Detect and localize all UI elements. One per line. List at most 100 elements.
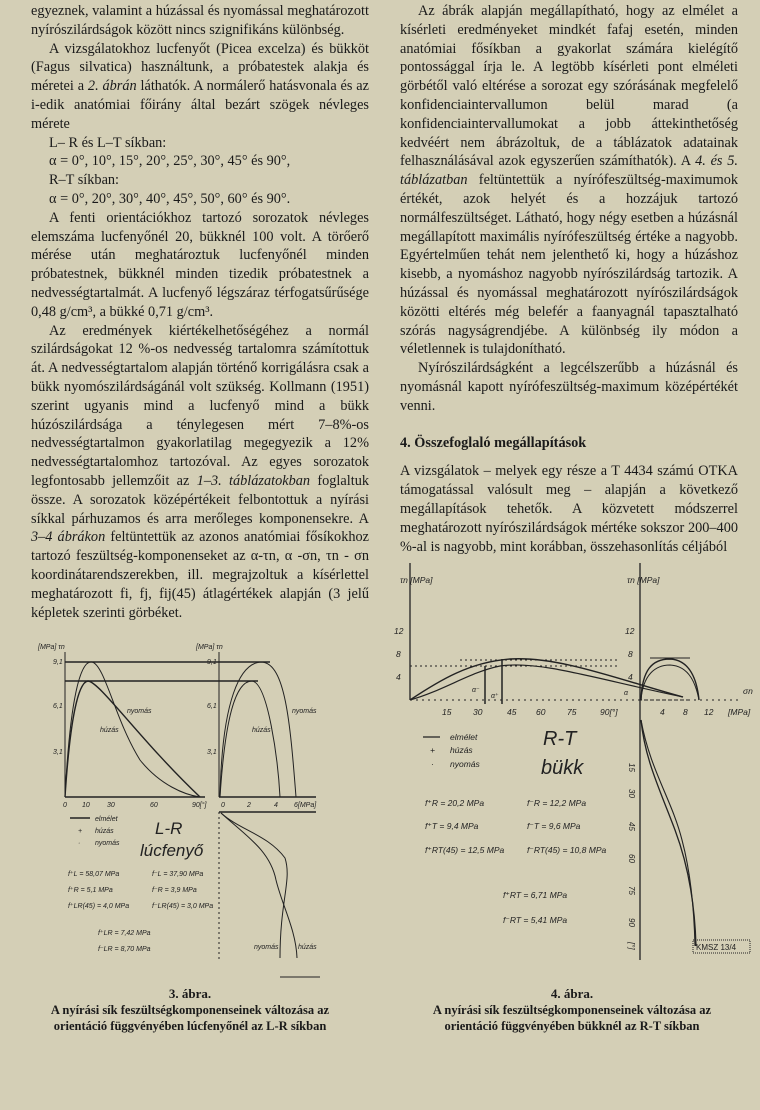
legend-item: húzás xyxy=(450,745,473,755)
value: f⁻T = 9,6 MPa xyxy=(527,821,581,831)
curve-huzas xyxy=(409,658,684,701)
paragraph: Az ábrák alapján megállapítható, hogy az… xyxy=(400,2,738,359)
lower-tick: 90 xyxy=(627,918,636,927)
legend-marker-dot: · xyxy=(431,759,434,769)
paragraph: A vizsgálatokhoz lucfenyőt (Picea excelz… xyxy=(31,40,369,134)
legend-item: nyomás xyxy=(95,840,120,847)
axis-unit: [MPa] τn xyxy=(195,644,223,651)
legend-item: elmélet xyxy=(450,732,478,742)
y-tick: 12 xyxy=(625,626,635,636)
lower-tick: 60 xyxy=(627,854,636,863)
left-column: egyeznek, valamint a húzással és nyomáss… xyxy=(31,2,369,622)
curve-nyomas xyxy=(640,664,700,701)
curve-label: nyomás xyxy=(254,944,279,951)
value: f⁺LR = 7,42 MPa xyxy=(98,929,151,937)
value: f⁻R = 12,2 MPa xyxy=(527,798,586,808)
text: Az ábrák alapján megállapítható, hogy az… xyxy=(400,3,738,170)
value: f⁺LR(45) = 4,0 MPa xyxy=(68,902,129,910)
text: feltüntettük a nyírófeszültség-maximumok… xyxy=(400,172,738,358)
y-tick: 9,1 xyxy=(207,659,217,666)
value: f⁺R = 5,1 MPa xyxy=(68,886,113,894)
paragraph: A vizsgálatok – melyek egy része a T 443… xyxy=(400,463,738,555)
text: láthatók. A normálerő hatásvonala és az … xyxy=(31,78,369,132)
alpha-mark: α⁻ xyxy=(472,687,480,694)
table-ref: 1–3. táblázatokban xyxy=(196,472,311,489)
axis-label: τn [MPa] xyxy=(627,575,660,585)
axis-label: τn [MPa] xyxy=(400,575,433,585)
curve-huzas xyxy=(640,658,700,701)
value: f⁻RT = 5,41 MPa xyxy=(503,915,567,925)
curve-nyomas xyxy=(220,812,298,959)
legend-item: húzás xyxy=(95,828,114,835)
plane-label: L– R és L–T síkban: xyxy=(49,134,167,151)
section-heading: 4. Összefoglaló megállapítások xyxy=(400,434,587,451)
y-tick: 8 xyxy=(396,649,401,659)
value: f⁻L = 37,90 MPa xyxy=(152,871,203,878)
curve-label: nyomás xyxy=(292,708,317,715)
species-label: bükk xyxy=(541,757,584,779)
figure-4-caption: 4. ábra. A nyírási sík feszültségkompone… xyxy=(392,986,752,1034)
x-tick: 15 xyxy=(442,707,452,717)
y-tick: 6,1 xyxy=(207,703,217,710)
curve-huzas xyxy=(220,812,288,959)
x-tick: 0 xyxy=(63,802,67,809)
curve-label: húzás xyxy=(298,944,317,951)
curve-huzas xyxy=(64,680,201,798)
plane-label: R–T síkban: xyxy=(49,172,120,189)
y-tick: 4 xyxy=(628,672,633,682)
x-tick: 30 xyxy=(473,707,483,717)
y-tick: 3,1 xyxy=(53,749,63,756)
text: Az eredmények kiértékelhetőségéhez a nor… xyxy=(31,322,369,489)
figure-number: 4. ábra. xyxy=(550,986,594,1001)
x-tick: 8 xyxy=(683,707,688,717)
x-tick: 4 xyxy=(274,802,278,809)
x-tick: 90[°] xyxy=(192,801,208,809)
alpha-mark: α⁺ xyxy=(491,692,499,700)
text: feltüntettük az azonos anatómiai fősíkok… xyxy=(31,529,370,621)
x-tick: 60 xyxy=(150,802,158,809)
value: f⁻RT(45) = 10,8 MPa xyxy=(527,845,606,855)
lower-tick: 15 xyxy=(627,763,636,772)
axis-unit: [MPa] τn xyxy=(37,644,65,651)
legend-marker-dot: · xyxy=(78,840,80,847)
value: f⁺L = 58,07 MPa xyxy=(68,870,119,878)
plane-label: L-R xyxy=(155,819,182,838)
caption-line: A nyírási sík feszültségkomponenseinek v… xyxy=(50,1003,330,1017)
value: f⁺RT(45) = 12,5 MPa xyxy=(425,845,504,855)
x-tick: 2 xyxy=(246,802,251,809)
plane-label: R-T xyxy=(543,728,578,750)
paragraph: Nyírószilárdságként a legcélszerűbb a hú… xyxy=(400,360,738,414)
caption-line: orientáció függvényében bükknél az R-T s… xyxy=(444,1019,700,1033)
curve-huzas xyxy=(640,719,697,947)
curve-nyomas xyxy=(640,719,696,947)
stamp: KMSZ 13/4 xyxy=(696,943,737,952)
legend-marker-plus: + xyxy=(78,828,82,835)
value: f⁻LR(45) = 3,0 MPa xyxy=(152,903,213,910)
curve-label: nyomás xyxy=(127,708,152,715)
angle-list: α = 0°, 20°, 30°, 40°, 45°, 50°, 60° és … xyxy=(49,190,291,207)
figure-ref: 2. ábrán xyxy=(87,78,137,95)
y-tick: 4 xyxy=(396,672,401,682)
lower-tick: [°] xyxy=(627,941,636,950)
curve-label: húzás xyxy=(252,727,271,734)
value: f⁺T = 9,4 MPa xyxy=(425,821,479,831)
text: foglaltuk össze. A sorozatok középértéke… xyxy=(31,472,369,527)
x-tick: 30 xyxy=(107,802,115,809)
x-tick: [MPa] xyxy=(727,707,751,717)
text: A vizsgálatokhoz lucfenyőt (Picea excelz… xyxy=(31,40,369,95)
angle-list: α = 0°, 10°, 15°, 20°, 25°, 30°, 45° és … xyxy=(49,153,291,170)
x-tick: 45 xyxy=(507,707,517,717)
caption-line: orientáció függvényében lúcfenyőnél az L… xyxy=(53,1019,327,1033)
legend-item: nyomás xyxy=(450,759,481,769)
figure-number: 3. ábra. xyxy=(168,986,212,1001)
value: f⁺RT = 6,71 MPa xyxy=(503,890,567,900)
value: f⁻R = 3,9 MPa xyxy=(152,887,197,894)
stamp-box xyxy=(692,939,751,954)
paragraph: egyeznek, valamint a húzással és nyomáss… xyxy=(31,3,369,38)
figure-3-caption: 3. ábra. A nyírási sík feszültségkompone… xyxy=(15,986,365,1034)
value: f⁻LR = 8,70 MPa xyxy=(98,946,151,953)
lower-tick: 30 xyxy=(627,789,636,798)
x-tick: 90[°] xyxy=(600,707,618,717)
curve-nyomas xyxy=(219,661,297,798)
y-tick: 12 xyxy=(394,626,404,636)
